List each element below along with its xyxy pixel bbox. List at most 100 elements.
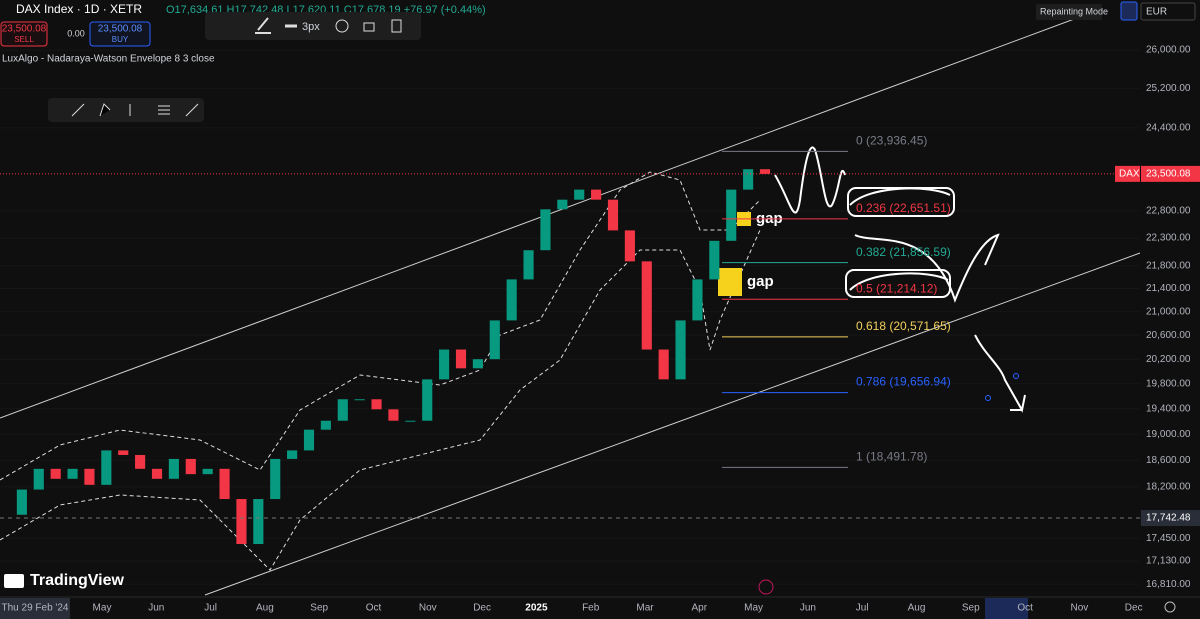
- x-tick-label: Thu 29 Feb '24: [2, 603, 69, 614]
- y-tick-label: 22,300.00: [1146, 233, 1191, 244]
- y-tick-label: 16,810.00: [1146, 579, 1191, 590]
- candle: [439, 349, 450, 380]
- settings-icon[interactable]: [335, 19, 349, 33]
- x-tick-label: May: [93, 603, 112, 614]
- candle: [303, 429, 315, 451]
- candle: [574, 189, 585, 200]
- time-axis: [0, 597, 1200, 619]
- y-tick-label: 22,800.00: [1146, 206, 1191, 217]
- x-tick-label: Mar: [636, 603, 654, 614]
- crosshair-price: 17,742.48: [1146, 513, 1191, 524]
- fib-label: 0.382 (21,856.59): [856, 245, 951, 259]
- sell-button[interactable]: [0, 21, 48, 47]
- candle: [506, 279, 517, 321]
- buy-button[interactable]: [89, 21, 151, 47]
- x-tick-label: Aug: [908, 603, 926, 614]
- candle: [16, 489, 27, 515]
- price-box: [1141, 165, 1200, 182]
- crosshair-box: [1141, 510, 1200, 527]
- y-tick-label: 17,450.00: [1146, 533, 1191, 544]
- hand-drawing: [774, 146, 1026, 413]
- screen-button[interactable]: [1120, 1, 1138, 21]
- candle: [709, 240, 720, 280]
- x-tick-label: Apr: [692, 603, 708, 614]
- candle: [557, 199, 568, 210]
- repainting: Repainting Mode: [1040, 6, 1108, 16]
- plot: gap gap 0 (23,936.45)0.236 (22,651.51)0.…: [0, 14, 1141, 596]
- stroke: [974, 334, 1026, 413]
- pencil-icon[interactable]: [255, 17, 271, 34]
- settings-icon[interactable]: [1164, 601, 1176, 613]
- fib-label: 0.5 (21,214.12): [856, 281, 937, 295]
- candle: [675, 320, 686, 380]
- y-tick-label: 19,800.00: [1146, 378, 1191, 389]
- anchor: [985, 395, 991, 401]
- y-tick-label: 25,200.00: [1146, 83, 1191, 94]
- highlight-box: [845, 269, 951, 298]
- candle: [523, 250, 534, 280]
- sell-label: SELL: [14, 35, 34, 44]
- spread: 0.00: [67, 28, 85, 38]
- x-tick-label: Nov: [1071, 603, 1089, 614]
- candle: [591, 189, 602, 200]
- y-tick-label: 21,800.00: [1146, 260, 1191, 271]
- y-tick-label: 21,400.00: [1146, 283, 1191, 294]
- delete-icon[interactable]: [391, 19, 402, 33]
- x-tick-label: Dec: [473, 603, 491, 614]
- price-tag: DAX: [1119, 169, 1140, 180]
- currency: EUR: [1146, 7, 1167, 18]
- candle: [151, 468, 163, 479]
- buy-label: BUY: [112, 35, 129, 44]
- flash-icon[interactable]: [758, 579, 774, 595]
- envelope-upper: [0, 171, 761, 481]
- candle: [422, 379, 433, 421]
- candle: [692, 279, 703, 321]
- y-tick-label: 18,200.00: [1146, 482, 1191, 493]
- candle: [743, 169, 754, 190]
- candle: [50, 468, 61, 479]
- candle: [202, 468, 213, 475]
- y-tick-label: 18,600.00: [1146, 455, 1191, 466]
- fib-label: 0.786 (19,656.94): [856, 375, 951, 389]
- stroke: [854, 233, 1000, 303]
- x-tick-label: 2025: [525, 603, 548, 614]
- candle: [287, 450, 298, 459]
- candle: [67, 468, 78, 479]
- highlight-box: [847, 187, 955, 217]
- candle: [101, 450, 112, 485]
- candle: [641, 261, 652, 350]
- y-tick-label: 20,200.00: [1146, 354, 1191, 365]
- price-axis-labels: 26,000.00 25,200.00 24,400.00 22,800.00 22,3…: [1115, 45, 1200, 590]
- crosshair-time-box: [985, 598, 1028, 619]
- candle: [270, 458, 281, 500]
- time-axis-labels: Thu 29 Feb '24 May Jun Jul Aug Sep Oct Nov Dec 20…: [2, 603, 1143, 614]
- currency-select[interactable]: [1140, 2, 1196, 21]
- x-tick-label: May: [744, 603, 763, 614]
- stroke-width[interactable]: 3px: [302, 21, 320, 33]
- channel-lower: [204, 252, 1141, 596]
- candle: [388, 409, 399, 421]
- y-tick-label: 19,000.00: [1146, 429, 1191, 440]
- tag-box: [1115, 165, 1140, 182]
- candle: [607, 199, 619, 231]
- x-tick-label: Sep: [310, 603, 328, 614]
- x-tick-label: Aug: [256, 603, 274, 614]
- fib-label: 0 (23,936.45): [856, 134, 927, 148]
- candle: [658, 349, 669, 380]
- price-axis: [1140, 0, 1200, 597]
- symbol: DAX Index · 1D · XETR: [16, 2, 142, 16]
- repainting-box: [1036, 4, 1102, 20]
- anchor: [1013, 373, 1019, 379]
- candle: [84, 468, 95, 485]
- candle: [489, 320, 500, 360]
- candle: [118, 450, 129, 455]
- stroke: [774, 146, 846, 214]
- candle: [726, 189, 737, 241]
- envelope-lower: [0, 229, 761, 571]
- x-tick-label: Feb: [582, 603, 600, 614]
- lock-icon[interactable]: [363, 22, 375, 32]
- brand-logo: [4, 574, 24, 588]
- x-tick-label: Nov: [419, 603, 437, 614]
- tool-icons[interactable]: [71, 103, 199, 117]
